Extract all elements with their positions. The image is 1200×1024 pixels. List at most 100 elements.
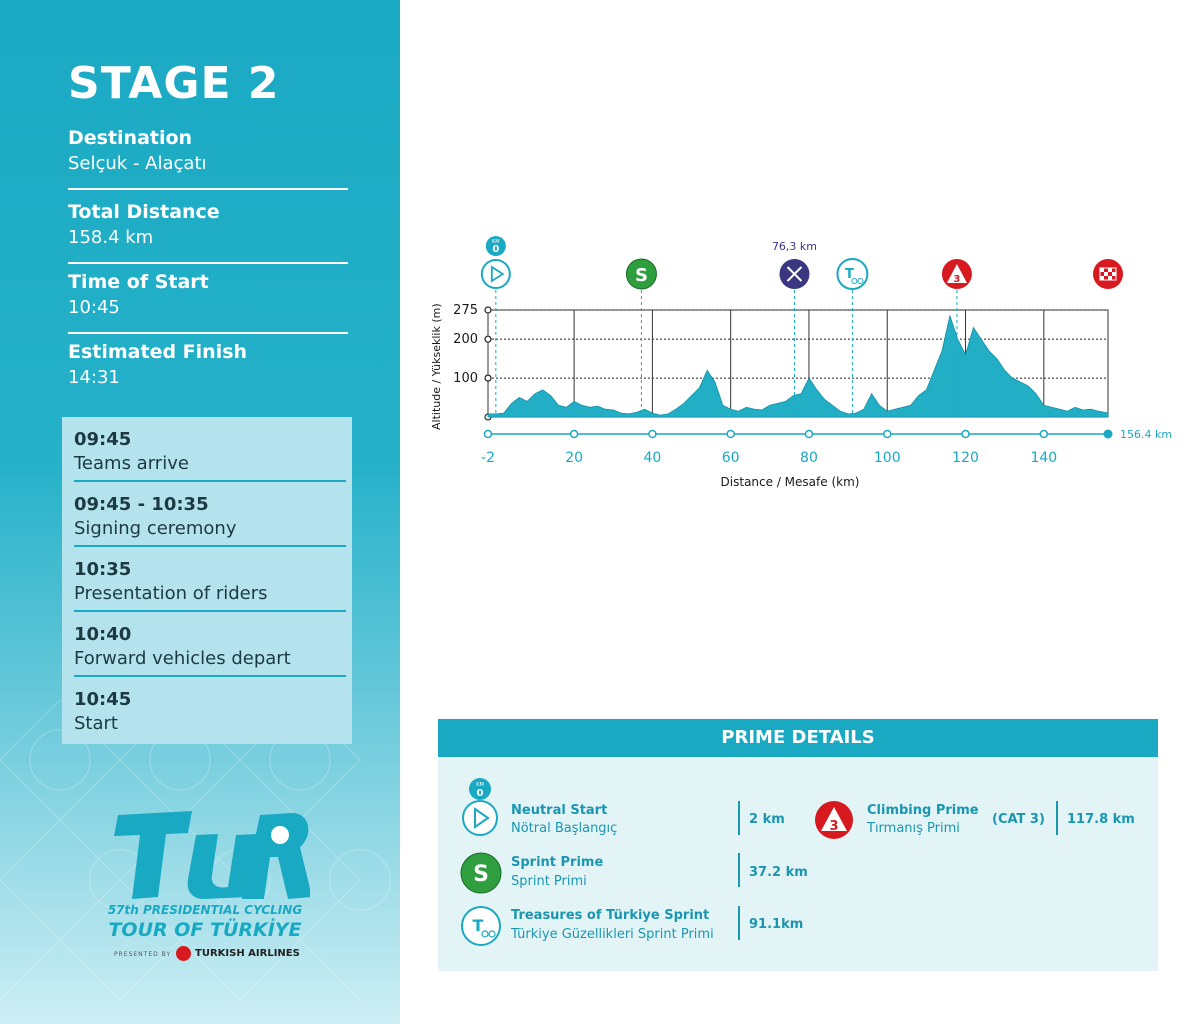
- y-axis-label: Altitude / Yükseklik (m): [430, 303, 443, 430]
- sprint-prime-icon: S: [460, 852, 502, 894]
- flag-check: [1108, 268, 1112, 272]
- flag-check: [1100, 276, 1104, 280]
- separator: [1056, 801, 1058, 835]
- x-tick-label: 100: [874, 450, 901, 466]
- schedule-item: 10:40 Forward vehicles depart: [74, 624, 346, 677]
- x-axis-label: Distance / Mesafe (km): [721, 475, 860, 489]
- treasures-sprint-icon: T: [836, 258, 869, 417]
- stage-title: STAGE 2: [68, 58, 280, 109]
- prime-km: 37.2 km: [749, 865, 808, 880]
- x-tick-label: 20: [565, 450, 583, 466]
- marker-glyph: S: [635, 265, 648, 286]
- schedule-time: 10:45: [74, 689, 132, 710]
- marker-circle: [625, 258, 657, 290]
- x-tick-label: 120: [952, 450, 979, 466]
- y-tick-dot: [484, 374, 492, 382]
- prime-sub: Tırmanış Primi: [867, 821, 960, 836]
- schedule-desc: Forward vehicles depart: [74, 648, 291, 669]
- schedule-item: 10:45 Start: [74, 689, 346, 734]
- start-block: Time of Start 10:45: [68, 271, 348, 334]
- schedule-time: 09:45: [74, 429, 132, 450]
- destination-value: Selçuk - Alaçatı: [68, 153, 207, 174]
- elevation-profile: 100 200 275 -2 20 40 60 80 100 120 140 KM0 S 76,3 k…: [430, 236, 1172, 489]
- y-tick-label: 275: [453, 303, 478, 318]
- km-badge-label: KM: [492, 239, 500, 245]
- x-tick-dot: [569, 429, 579, 439]
- schedule-item: 10:35 Presentation of riders: [74, 559, 346, 612]
- schedule-box: 09:45 Teams arrive 09:45 - 10:35 Signing…: [62, 417, 352, 744]
- climbing-prime-icon: 3: [815, 801, 853, 839]
- airline-name: TURKISH AIRLINES: [195, 948, 300, 959]
- treasures-sprint-icon: T: [461, 906, 501, 946]
- x-tick-label: 80: [800, 450, 818, 466]
- divider: [74, 675, 346, 677]
- bike-wheel: [857, 278, 864, 284]
- end-dot: [1103, 429, 1113, 439]
- prime-km: 117.8 km: [1067, 812, 1135, 827]
- marker-circle: [836, 258, 869, 290]
- flag-check: [1112, 272, 1116, 276]
- divider: [74, 480, 346, 482]
- separator: [738, 801, 740, 835]
- km-badge-label: KM: [476, 782, 484, 788]
- logo-line1: 57th PRESIDENTIAL CYCLING: [107, 903, 303, 917]
- prime-name: Climbing Prime: [867, 803, 979, 818]
- tour-logo: 57th PRESIDENTIAL CYCLING TOUR OF TÜRKİY…: [100, 805, 312, 965]
- x-tick-label: 140: [1030, 450, 1057, 466]
- prime-details-header: PRIME DETAILS: [438, 719, 1158, 757]
- y-tick-label: 100: [453, 371, 478, 386]
- elevation-chart: 100 200 275 -2 20 40 60 80 100 120 140 KM 0 S 76,3 k…: [410, 230, 1190, 500]
- divider: [68, 188, 348, 190]
- schedule-time: 09:45 - 10:35: [74, 494, 209, 515]
- x-tick-dot: [804, 429, 814, 439]
- km-badge-value: 0: [477, 788, 484, 799]
- destination-label: Destination: [68, 127, 193, 149]
- x-tick-dot: [726, 429, 735, 439]
- mountain: [946, 264, 967, 283]
- divider: [74, 610, 346, 612]
- distance-label: Total Distance: [68, 201, 220, 223]
- tur-logo-icon: [114, 811, 312, 899]
- prime-km: 2 km: [749, 812, 785, 827]
- neutral-start-icon: KM0: [480, 236, 511, 417]
- climb-glyph: 3: [829, 819, 838, 834]
- prime-sub: Sprint Primi: [511, 874, 587, 889]
- prime-name: Sprint Prime: [511, 855, 604, 870]
- prime-sub: Nötral Başlangıç: [511, 821, 618, 836]
- sprint-prime-icon: S: [625, 258, 657, 417]
- schedule-time: 10:35: [74, 559, 132, 580]
- stage-sidebar: STAGE 2 Destination Selçuk - Alaçatı Tot…: [0, 0, 400, 1024]
- finish-flag-icon: [1093, 259, 1123, 289]
- marker-circle: [480, 259, 511, 289]
- neutral-start-icon: KM 0: [462, 778, 498, 836]
- separator: [738, 853, 740, 887]
- flag-check: [1100, 268, 1104, 272]
- flag-check: [1108, 276, 1112, 280]
- flag-check: [1104, 272, 1108, 276]
- km-badge: [485, 236, 506, 256]
- feed-zone-icon: 76,3 km: [772, 240, 817, 417]
- schedule-desc: Teams arrive: [74, 453, 189, 474]
- x-tick-dot: [648, 429, 657, 439]
- schedule-desc: Start: [74, 713, 118, 734]
- marker-glyph: T: [845, 267, 854, 282]
- km-badge-value: 0: [492, 244, 499, 255]
- y-tick-dot: [484, 306, 492, 314]
- distance-block: Total Distance 158.4 km: [68, 201, 348, 264]
- schedule-item: 09:45 Teams arrive: [74, 429, 346, 482]
- bike-wheel: [851, 278, 858, 284]
- schedule-item: 09:45 - 10:35 Signing ceremony: [74, 494, 346, 547]
- flag-frame: [1099, 267, 1117, 281]
- x-tick-label: 40: [643, 450, 661, 466]
- destination-block: Destination Selçuk - Alaçatı: [68, 127, 348, 190]
- x-tick-label: -2: [481, 450, 495, 466]
- presented-by: PRESENTED BY: [114, 951, 172, 958]
- prime-name: Neutral Start: [511, 803, 608, 818]
- schedule-desc: Signing ceremony: [74, 518, 237, 539]
- marker-glyph: 3: [953, 274, 960, 285]
- prime-sub: Türkiye Güzellikleri Sprint Primi: [511, 927, 714, 942]
- divider: [74, 545, 346, 547]
- divider: [68, 262, 348, 264]
- feed-zone-label: 76,3 km: [772, 240, 817, 253]
